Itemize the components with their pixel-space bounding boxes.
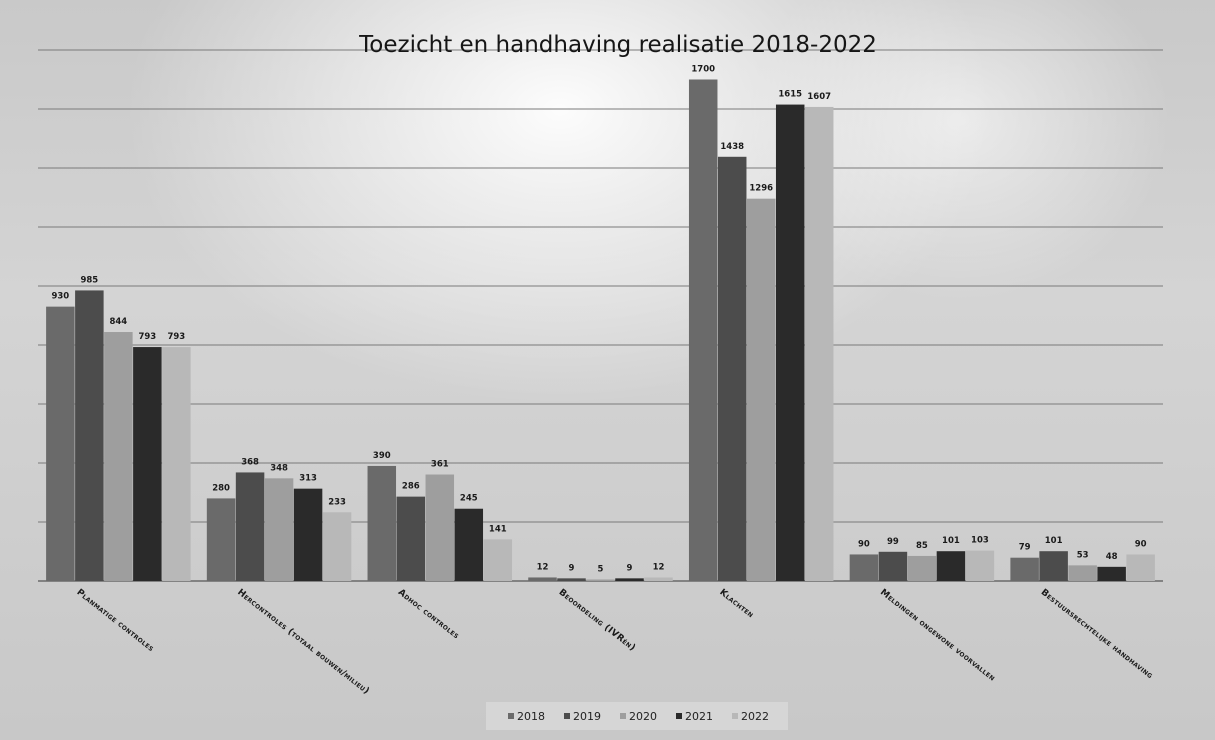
legend-label: 2018 — [517, 710, 545, 723]
category-label: Beoordeling (IVRén) — [557, 587, 637, 653]
bar — [775, 104, 805, 581]
bar — [557, 578, 586, 581]
bar — [615, 578, 644, 581]
data-label: 1296 — [749, 184, 773, 194]
data-label: 280 — [212, 483, 230, 493]
data-label: 1615 — [778, 90, 802, 100]
bar — [1039, 551, 1068, 581]
bars — [46, 79, 1155, 582]
bar — [1010, 557, 1039, 581]
bar — [425, 474, 455, 581]
data-label: 245 — [460, 494, 478, 504]
data-label: 844 — [109, 317, 127, 327]
legend-swatch — [620, 713, 626, 719]
data-label: 9 — [569, 563, 575, 573]
bar — [396, 496, 426, 581]
data-label: 368 — [241, 457, 259, 467]
category-label: Hercontroles (totaal bouwen/milieu) — [235, 587, 371, 696]
category-label: Klachten — [717, 587, 755, 620]
data-label: 9 — [627, 563, 633, 573]
gridlines — [38, 49, 1163, 582]
bar — [46, 306, 75, 581]
data-label: 48 — [1106, 552, 1118, 562]
data-label: 930 — [51, 292, 69, 302]
data-label: 101 — [1045, 536, 1063, 546]
data-label: 12 — [653, 562, 665, 572]
legend-swatch — [508, 713, 514, 719]
data-label: 1700 — [691, 65, 715, 75]
bar — [849, 554, 879, 581]
data-label: 348 — [270, 463, 288, 473]
data-label: 99 — [887, 537, 899, 547]
bar — [235, 472, 265, 581]
data-label: 793 — [167, 332, 185, 342]
data-label: 103 — [971, 536, 989, 546]
legend-label: 2020 — [629, 710, 657, 723]
data-label: 313 — [299, 474, 317, 484]
data-label: 90 — [1135, 539, 1147, 549]
chart-title: Toezicht en handhaving realisatie 2018-2… — [358, 32, 877, 58]
bar — [1126, 554, 1155, 581]
bar — [644, 577, 673, 581]
legend-label: 2022 — [741, 710, 769, 723]
legend-swatch — [564, 713, 570, 719]
bar — [1097, 566, 1126, 581]
data-label: 85 — [916, 541, 928, 551]
bar — [878, 551, 908, 581]
data-label: 12 — [537, 562, 549, 572]
bar — [688, 79, 718, 581]
bar — [264, 478, 294, 581]
legend-label: 2019 — [573, 710, 601, 723]
bar — [746, 198, 776, 581]
bar — [162, 347, 191, 581]
bar — [717, 156, 747, 582]
data-label: 233 — [328, 497, 346, 507]
data-label: 1607 — [807, 92, 831, 102]
bar — [206, 498, 236, 581]
data-label: 390 — [373, 451, 391, 461]
bar — [322, 512, 352, 581]
bar — [1068, 565, 1097, 581]
legend: 2018 2019 2020 2021 2022 — [486, 702, 788, 730]
data-label: 79 — [1019, 543, 1031, 553]
data-label: 1438 — [720, 142, 744, 152]
bar — [936, 551, 966, 581]
legend-swatch — [676, 713, 682, 719]
category-label: Meldingen ongewone voorvallen — [878, 587, 997, 683]
bar — [293, 488, 323, 581]
category-label: Planmatige controles — [75, 587, 156, 654]
data-label: 361 — [431, 460, 449, 470]
data-label: 286 — [402, 482, 420, 492]
data-label: 793 — [138, 332, 156, 342]
category-labels: Planmatige controles Hercontroles (totaal… — [75, 587, 1155, 696]
bar — [586, 579, 615, 581]
data-label: 141 — [489, 524, 507, 534]
data-label: 985 — [80, 275, 98, 285]
data-label: 101 — [942, 536, 960, 546]
bar — [75, 290, 104, 581]
category-label: Bestuursrechtelijke handhaving — [1039, 587, 1155, 681]
bar — [367, 465, 397, 581]
bar — [104, 332, 133, 581]
bar — [528, 577, 557, 581]
data-label: 53 — [1077, 550, 1089, 560]
data-label: 5 — [598, 565, 604, 575]
data-label: 90 — [858, 539, 870, 549]
bar — [133, 347, 162, 581]
category-label: Adhoc controles — [396, 587, 461, 641]
bar — [483, 539, 513, 581]
bar — [965, 550, 995, 581]
bar — [804, 106, 834, 581]
legend-swatch — [732, 713, 738, 719]
legend-label: 2021 — [685, 710, 713, 723]
bar — [907, 555, 937, 581]
bar — [454, 508, 484, 581]
